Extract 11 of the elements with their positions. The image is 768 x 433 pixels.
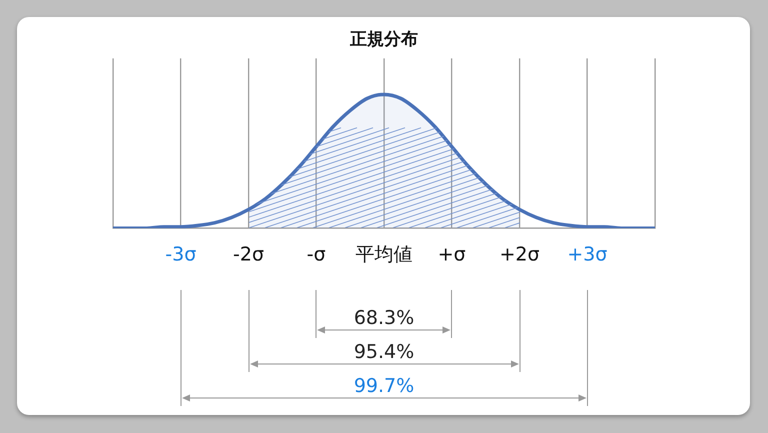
x-tick-label: +3σ: [567, 244, 608, 266]
x-tick-label: -3σ: [165, 244, 196, 266]
x-tick-label: 平均値: [356, 244, 412, 266]
x-tick-label: +σ: [438, 244, 466, 266]
x-tick-label: -2σ: [233, 244, 264, 266]
chart-title: 正規分布: [349, 30, 418, 50]
text: 95.4%: [354, 341, 414, 363]
text: 99.7%: [354, 375, 414, 397]
text: 68.3%: [354, 307, 414, 329]
x-tick-label: +2σ: [499, 244, 540, 266]
x-tick-label: -σ: [306, 244, 326, 266]
